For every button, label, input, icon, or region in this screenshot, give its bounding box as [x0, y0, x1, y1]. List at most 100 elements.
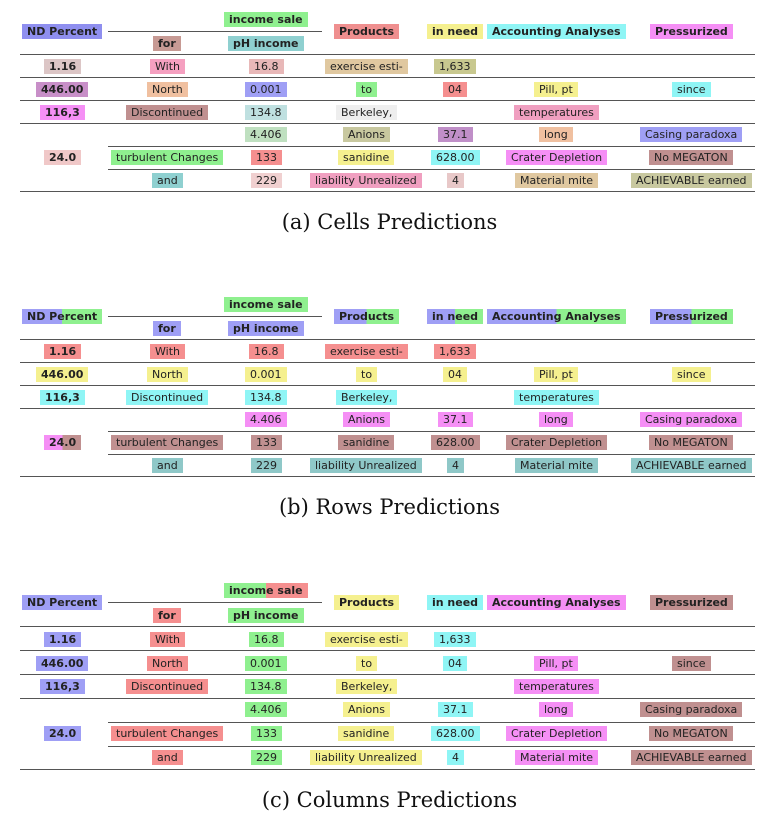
cell-r1-for: With — [150, 59, 185, 74]
cell-r2-pressurized: since — [672, 82, 711, 97]
cell-r4-pressurized: Casing paradoxa — [640, 127, 743, 142]
cell-r5-for: turbulent Changes — [111, 435, 224, 450]
cell-r1-ph: 16.8 — [249, 344, 284, 359]
cell-r5-ph: 133 — [251, 150, 282, 165]
cell-r3-products: Berkeley, — [336, 105, 398, 120]
table-rule — [108, 169, 755, 170]
cell-r3-ph: 134.8 — [245, 679, 287, 694]
cell-h-products: Products — [334, 309, 400, 324]
cell-h-accounting: Accounting Analyses — [487, 24, 626, 39]
figure-columns: ND Percent income sale for pH income Product… — [0, 570, 779, 814]
cell-r2-ph: 0.001 — [245, 656, 287, 671]
cell-r6-for: and — [152, 173, 183, 188]
cell-r2-in-need: 04 — [443, 82, 467, 97]
cell-r2-in-need: 04 — [443, 367, 467, 382]
cell-r1-ph: 16.8 — [249, 59, 284, 74]
cell-r3-ph: 134.8 — [245, 390, 287, 405]
cell-h-accounting: Accounting Analyses — [487, 309, 626, 324]
cell-r3-nd: 116,3 — [40, 679, 85, 694]
table-rule — [108, 431, 755, 432]
cell-h-for: for — [153, 608, 181, 623]
cell-r2-accounting: Pill, pt — [534, 82, 578, 97]
cell-r4-ph: 4.406 — [245, 412, 287, 427]
cell-r6-ph: 229 — [251, 173, 282, 188]
cell-r5-for: turbulent Changes — [111, 150, 224, 165]
cell-r3-accounting: temperatures — [514, 105, 599, 120]
cell-r5-pressurized: No MEGATON — [649, 150, 733, 165]
cell-r1-ph: 16.8 — [249, 632, 284, 647]
cell-r5-ph: 133 — [251, 726, 282, 741]
cell-r3-accounting: temperatures — [514, 390, 599, 405]
cell-h-pressurized: Pressurized — [650, 595, 733, 610]
cell-h-in-need: in need — [427, 595, 484, 610]
table-rule — [108, 602, 322, 603]
cell-r4-products: Anions — [343, 412, 390, 427]
cell-r2-nd: 446.00 — [36, 82, 89, 97]
cell-h-income-sale: income sale — [224, 12, 308, 27]
cell-r2-nd: 446.00 — [36, 367, 89, 382]
cell-h-ph-income: pH income — [228, 608, 304, 623]
cell-r6-ph: 229 — [251, 458, 282, 473]
cell-r5-products: sanidine — [338, 435, 395, 450]
figure-rows: ND Percent income sale for pH income Product… — [0, 285, 779, 547]
cell-h-ph-income: pH income — [228, 321, 304, 336]
cell-r6-in-need: 4 — [447, 173, 464, 188]
cell-r4-accounting: long — [539, 127, 573, 142]
cell-r2-nd: 446.00 — [36, 656, 89, 671]
cell-r3-products: Berkeley, — [336, 679, 398, 694]
table-rule — [20, 650, 755, 651]
table-rule — [20, 408, 755, 409]
table-rule — [20, 674, 755, 675]
cell-r3-for: Discontinued — [126, 390, 209, 405]
cell-r2-for: North — [147, 82, 188, 97]
cell-h-nd-percent: ND Percent — [22, 595, 103, 610]
cell-r5-in-need: 628.00 — [431, 435, 480, 450]
table-rule — [20, 77, 755, 78]
table-rule — [20, 698, 755, 699]
cell-r2-products: to — [356, 82, 378, 97]
figure-cells: ND Percent income sale for pH income Product… — [0, 0, 779, 262]
cell-r6-accounting: Material mite — [515, 173, 599, 188]
cell-r1-in-need: 1,633 — [434, 344, 476, 359]
cell-h-nd-percent: ND Percent — [22, 309, 103, 324]
table-rule — [20, 123, 755, 124]
cell-h-in-need: in need — [427, 309, 484, 324]
cell-r5-pressurized: No MEGATON — [649, 726, 733, 741]
table-rule — [108, 746, 755, 747]
cell-r1-products: exercise esti- — [325, 632, 408, 647]
cell-r3-ph: 134.8 — [245, 105, 287, 120]
cell-r2-products: to — [356, 367, 378, 382]
cell-r5-nd: 24.0 — [44, 726, 82, 741]
figure-caption: (b) Rows Predictions — [278, 495, 500, 519]
cell-r1-for: With — [150, 344, 185, 359]
cell-r1-nd: 1.16 — [44, 344, 82, 359]
cell-r6-in-need: 4 — [447, 750, 464, 765]
cell-r6-accounting: Material mite — [515, 750, 599, 765]
cell-h-for: for — [153, 36, 181, 51]
figure-caption: (a) Cells Predictions — [281, 210, 498, 234]
cell-r2-accounting: Pill, pt — [534, 656, 578, 671]
cell-r2-in-need: 04 — [443, 656, 467, 671]
cell-r6-products: liability Unrealized — [310, 173, 422, 188]
cell-r5-in-need: 628.00 — [431, 726, 480, 741]
cell-r6-products: liability Unrealized — [310, 458, 422, 473]
cell-r5-products: sanidine — [338, 150, 395, 165]
cell-h-ph-income: pH income — [228, 36, 304, 51]
cell-r3-accounting: temperatures — [514, 679, 599, 694]
table-rule — [108, 146, 755, 147]
cell-r1-in-need: 1,633 — [434, 632, 476, 647]
cell-r1-products: exercise esti- — [325, 59, 408, 74]
cell-r6-accounting: Material mite — [515, 458, 599, 473]
cell-r2-products: to — [356, 656, 378, 671]
cell-r5-ph: 133 — [251, 435, 282, 450]
cell-r2-for: North — [147, 367, 188, 382]
cell-r4-accounting: long — [539, 702, 573, 717]
cell-r5-pressurized: No MEGATON — [649, 435, 733, 450]
table-rule — [108, 454, 755, 455]
cell-h-products: Products — [334, 24, 400, 39]
cell-r3-nd: 116,3 — [40, 105, 85, 120]
cell-r3-for: Discontinued — [126, 679, 209, 694]
cell-r5-nd: 24.0 — [44, 150, 82, 165]
cell-r1-nd: 1.16 — [44, 59, 82, 74]
cell-r5-in-need: 628.00 — [431, 150, 480, 165]
